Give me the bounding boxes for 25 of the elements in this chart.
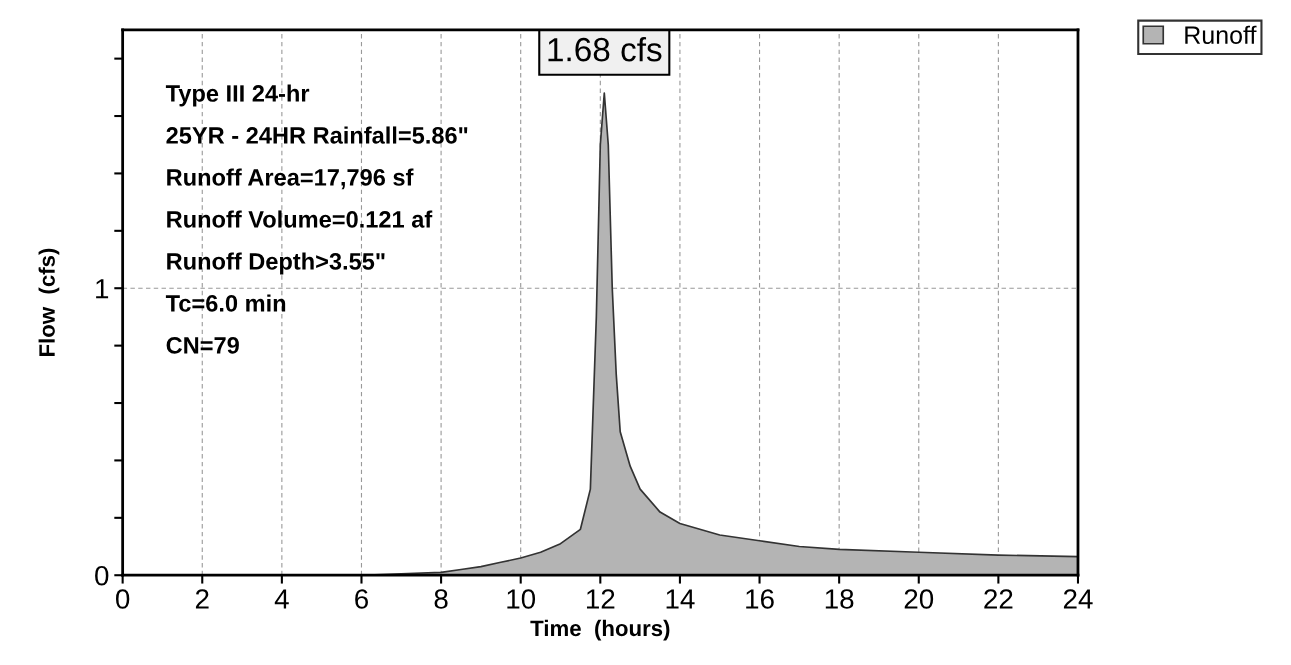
x-tick-label: 22 — [984, 589, 1013, 609]
annotation: Runoff Area=17,796 sf — [167, 168, 414, 190]
x-tick-label: 18 — [825, 589, 854, 609]
x-axis-title: Time (hours) — [530, 619, 670, 641]
annotation: Runoff Depth>3.55" — [167, 252, 385, 275]
x-tick-label: 8 — [434, 589, 448, 609]
x-tick-label: 12 — [586, 589, 615, 609]
x-tick-label: 24 — [1063, 589, 1093, 609]
annotation: 1.68 cfs — [548, 37, 662, 62]
x-tick-label: 2 — [195, 589, 209, 609]
annotation: Type III 24-hr — [165, 84, 310, 107]
x-tick-label: 0 — [116, 589, 130, 609]
x-tick-label: 4 — [274, 589, 289, 609]
annotation: CN=79 — [166, 337, 239, 354]
x-tick-label: 16 — [746, 589, 774, 609]
annotation: 25YR - 24HR Rainfall=5.86" — [166, 126, 468, 144]
y-axis-title: Flow (cfs) — [38, 248, 60, 357]
legend-label: Runoff — [1185, 25, 1257, 44]
annotation: Tc=6.0 min — [165, 294, 286, 312]
x-tick-label: 6 — [355, 589, 368, 609]
x-tick-label: 20 — [904, 589, 934, 609]
y-tick-label: 1 — [96, 279, 109, 299]
x-tick-label: 14 — [666, 589, 695, 609]
x-tick-label: 10 — [507, 589, 536, 609]
annotation: Runoff Volume=0.121 af — [167, 210, 433, 228]
